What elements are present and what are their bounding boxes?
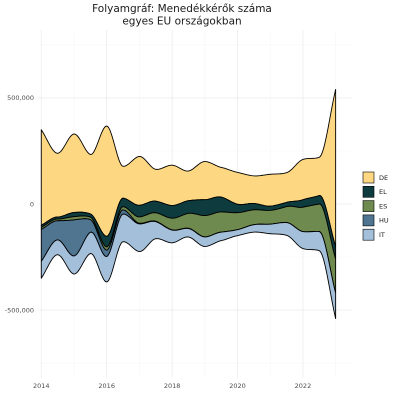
legend: DE EL ES HU IT	[362, 171, 389, 241]
legend-label-de: DE	[379, 174, 388, 182]
legend-label-el: EL	[379, 188, 387, 196]
legend-swatch-de	[362, 171, 375, 184]
legend-swatch-it	[362, 228, 375, 241]
y-tick-label: 500,000	[7, 94, 34, 102]
x-tick-label: 2014	[33, 382, 50, 390]
legend-swatch-hu	[362, 214, 375, 227]
legend-swatch-el	[362, 186, 375, 198]
legend-label-it: IT	[379, 231, 385, 239]
chart-title-line-1: Folyamgráf: Menedékkérők száma	[92, 3, 272, 15]
y-tick-label: -500,000	[5, 306, 34, 314]
x-tick-label: 2018	[164, 382, 181, 390]
stream-it	[40, 213, 337, 320]
stream-layers	[40, 88, 337, 320]
chart-title-line-2: egyes EU országokban	[122, 16, 241, 28]
axes: 2014 2016 2018 2020 2022 -500,000 0 500,000	[5, 94, 311, 390]
legend-label-es: ES	[379, 202, 387, 210]
x-tick-label: 2022	[295, 382, 312, 390]
legend-swatch-es	[362, 200, 375, 212]
legend-label-hu: HU	[379, 217, 389, 225]
x-tick-label: 2016	[98, 382, 115, 390]
x-tick-label: 2020	[229, 382, 246, 390]
y-tick-label: 0	[30, 200, 34, 208]
